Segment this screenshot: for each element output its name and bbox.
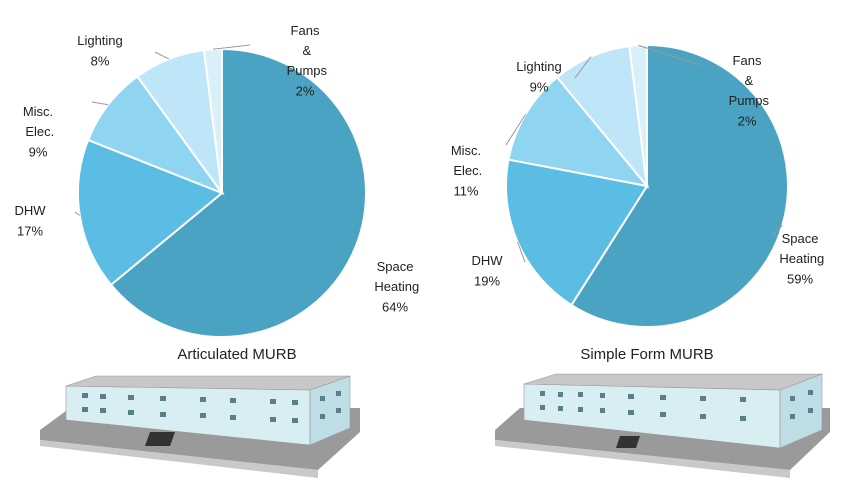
slice-label: Lighting	[516, 59, 562, 74]
slice-label: Lighting	[77, 33, 123, 48]
slice-label: DHW	[471, 253, 503, 268]
building-illustration	[495, 374, 830, 478]
chart-title: Simple Form MURB	[580, 346, 713, 363]
value-label: 9%	[530, 79, 549, 94]
slice-label: Misc. Elec.	[22, 104, 55, 139]
value-label: 9%	[29, 144, 48, 159]
building-illustration	[40, 376, 360, 478]
slice-label: Space Heating	[371, 259, 419, 294]
value-label: 17%	[17, 223, 43, 238]
leader-line	[155, 52, 169, 59]
slice-label: DHW	[14, 203, 46, 218]
slice-label: Space Heating	[776, 231, 824, 266]
slice-label: Fans & Pumps	[283, 23, 328, 78]
value-label: 11%	[453, 183, 478, 198]
leader-line	[92, 102, 108, 105]
value-label: 8%	[91, 53, 110, 68]
value-label: 64%	[382, 299, 408, 314]
value-label: 59%	[787, 271, 813, 286]
value-label: 2%	[738, 113, 757, 128]
value-label: 19%	[474, 273, 500, 288]
chart-title: Articulated MURB	[177, 346, 296, 363]
slice-label: Misc. Elec.	[450, 143, 483, 178]
value-label: 2%	[296, 83, 315, 98]
